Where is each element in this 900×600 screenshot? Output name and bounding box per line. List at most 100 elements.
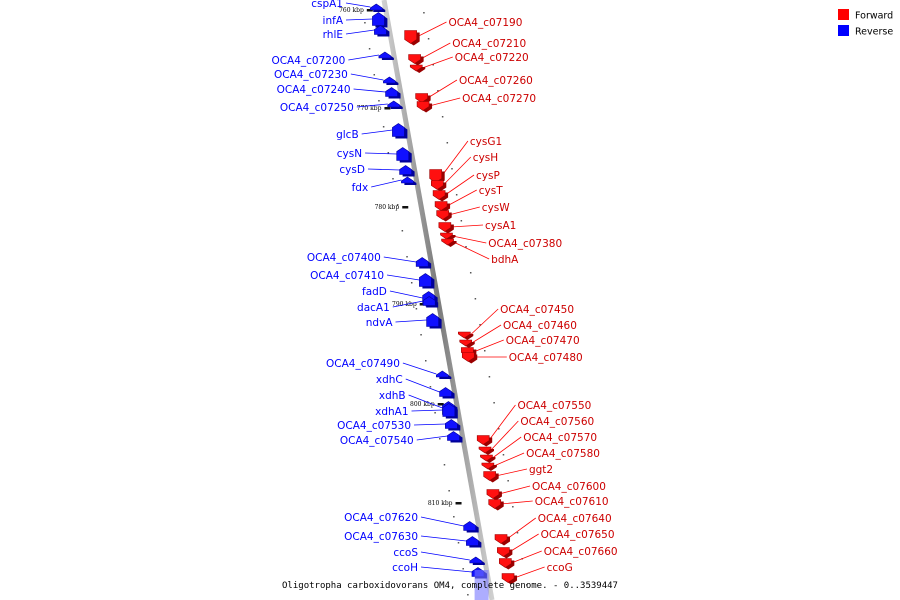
reverse-gene-label: cysD <box>339 164 365 176</box>
forward-track-dot <box>526 584 528 586</box>
forward-gene-label: OCA4_c07210 <box>452 38 526 50</box>
forward-track-dot <box>455 194 458 196</box>
genome-axis-line <box>381 0 495 600</box>
reverse-leader-line <box>371 179 402 188</box>
reverse-track-dot <box>453 516 455 518</box>
forward-gene-OCA4_c07580 <box>481 462 497 471</box>
forward-track-dot <box>484 350 486 352</box>
reverse-leader-line <box>356 103 388 108</box>
forward-gene-label: OCA4_c07190 <box>449 17 523 29</box>
reverse-gene-label: xdhA1 <box>375 406 408 418</box>
forward-track-dot <box>427 38 430 40</box>
forward-leader-line <box>473 339 504 353</box>
forward-leader-line <box>493 452 525 467</box>
reverse-gene-dacA1 <box>422 296 439 308</box>
reverse-track-dot <box>429 386 432 388</box>
forward-gene-label: cysH <box>473 152 498 164</box>
forward-gene-ggt2 <box>483 471 499 483</box>
forward-leader-line <box>506 517 537 540</box>
reverse-gene-label: ccoS <box>393 547 418 559</box>
forward-leader-line <box>444 174 475 196</box>
reverse-track-dot <box>415 308 418 310</box>
reverse-leader-line <box>420 551 470 561</box>
forward-leader-line <box>470 308 499 336</box>
forward-gene-OCA4_c07270 <box>416 101 433 113</box>
kbp-tick-mark <box>455 502 462 505</box>
reverse-gene-label: OCA4_c07410 <box>310 270 384 282</box>
forward-gene-label: OCA4_c07270 <box>462 93 536 105</box>
forward-gene-OCA4_c07560 <box>478 446 494 455</box>
ccoH-feature-extension <box>474 570 489 600</box>
reverse-track-dot <box>410 282 413 284</box>
strand-legend: Forward Reverse <box>838 9 893 38</box>
forward-track-dot <box>507 480 509 482</box>
forward-track-dot <box>437 90 439 92</box>
reverse-gene-OCA4_c07240 <box>385 87 401 99</box>
reverse-gene-xdhC <box>439 387 455 399</box>
reverse-leader-line <box>411 409 443 412</box>
reverse-gene-OCA4_c07620 <box>463 521 479 533</box>
reverse-track-dot <box>457 542 460 544</box>
reverse-leader-line <box>365 152 397 155</box>
forward-gene-label: OCA4_c07580 <box>526 448 600 460</box>
forward-track-dot <box>423 12 425 14</box>
reverse-track-dot <box>373 74 376 76</box>
kbp-tick: 800 kbp <box>410 401 444 408</box>
reverse-gene-ccoS <box>469 556 485 565</box>
reverse-track-dot <box>448 490 450 492</box>
genome-axis <box>381 0 495 600</box>
reverse-gene-infA <box>372 12 388 28</box>
forward-gene-OCA4_c07570 <box>480 454 496 463</box>
forward-leader-line <box>452 235 487 244</box>
reverse-gene-label: OCA4_c07400 <box>307 252 381 264</box>
forward-track-dot <box>441 116 444 118</box>
reverse-gene-label: OCA4_c07630 <box>344 531 418 543</box>
reverse-leader-line <box>348 54 379 61</box>
forward-gene-label: cysG1 <box>470 136 502 148</box>
reverse-gene-label: OCA4_c07250 <box>280 102 354 114</box>
reverse-track-dot <box>392 178 394 180</box>
forward-leader-line <box>495 468 528 477</box>
reverse-gene-label: OCA4_c07230 <box>274 69 348 81</box>
forward-leader-line <box>446 189 477 207</box>
forward-track-dot <box>446 142 449 144</box>
kbp-tick-label: 770 kbp <box>357 105 382 112</box>
reverse-gene-OCA4_c07540 <box>447 431 463 443</box>
reverse-gene-OCA4_c07230 <box>383 76 399 85</box>
kbp-tick-label: 810 kbp <box>428 500 453 507</box>
reverse-gene-label: glcB <box>336 129 359 141</box>
forward-gene-label: cysA1 <box>485 220 516 232</box>
reverse-gene-label: xdhC <box>376 374 403 386</box>
forward-leader-line <box>513 566 545 579</box>
kbp-tick-mark <box>402 206 409 209</box>
reverse-gene-label: OCA4_c07240 <box>277 84 351 96</box>
reverse-track-dot <box>462 568 464 570</box>
forward-leader-line <box>498 485 531 495</box>
gene-features <box>369 3 518 600</box>
forward-gene-OCA4_c07650 <box>497 547 513 559</box>
forward-gene-label: ccoG <box>547 562 573 574</box>
gene-labels: cspA1 infA rhlE OCA4_c07200 OCA4_c07230 OCA4_… <box>271 0 617 574</box>
forward-gene-label: OCA4_c07570 <box>523 432 597 444</box>
reverse-leader-line <box>420 535 467 542</box>
forward-gene-OCA4_c07610 <box>488 499 504 511</box>
reverse-gene-label: OCA4_c07200 <box>271 55 345 67</box>
reverse-leader-line <box>350 73 384 81</box>
reverse-track-dot <box>434 412 436 414</box>
reverse-track-dot <box>364 22 366 24</box>
reverse-gene-OCA4_c07250 <box>387 100 403 109</box>
reverse-leader-line <box>402 362 437 375</box>
forward-gene-OCA4_c07640 <box>494 534 511 546</box>
reverse-gene-label: OCA4_c07620 <box>344 512 418 524</box>
reverse-leader-line <box>361 129 393 135</box>
reverse-leader-line <box>392 300 424 308</box>
forward-leader-line <box>448 206 480 216</box>
forward-leader-line <box>471 324 502 344</box>
forward-leader-line <box>490 420 519 451</box>
reverse-leader-line <box>345 29 375 35</box>
reverse-gene-label: ccoH <box>392 562 418 574</box>
reverse-leader-line <box>414 423 446 426</box>
kbp-tick-mark <box>437 403 444 406</box>
forward-gene-OCA4_c07480 <box>461 352 478 364</box>
kbp-tick-label: 780 kbp <box>375 204 400 211</box>
